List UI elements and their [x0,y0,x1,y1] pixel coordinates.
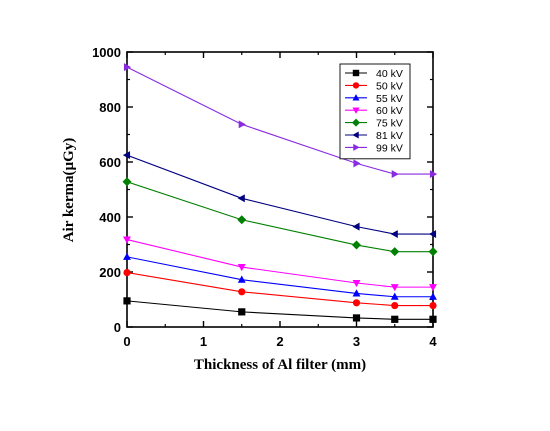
series-55-kv [123,252,437,300]
data-point [123,268,131,277]
data-point [122,151,131,160]
legend-marker [352,131,359,139]
data-point [390,284,399,292]
data-point [123,252,131,260]
series-line [126,181,433,253]
legend-label: 75 kV [376,118,403,130]
data-point [237,275,246,283]
data-point [238,288,246,296]
data-point [123,297,131,305]
y-tick-label: 600 [99,155,121,170]
data-point [123,236,131,244]
data-point [391,301,399,310]
x-tick-label: 3 [353,334,360,349]
x-tick-label: 4 [429,334,437,349]
y-tick-label: 400 [99,210,121,225]
series-line [126,154,433,235]
series-40-kv [123,297,437,323]
data-point [429,301,437,310]
data-point [391,315,399,323]
data-point [238,120,246,129]
data-point [237,194,245,203]
legend-label: 60 kV [376,105,403,117]
series-60-kv [123,236,437,292]
legend-label: 99 kV [376,142,403,154]
data-point [238,308,246,316]
y-tick-label: 0 [114,320,121,335]
legend-label: 40 kV [376,68,403,80]
series-99-kv [123,63,438,179]
data-point [391,170,399,179]
series-50-kv [123,268,437,310]
series-line [126,256,433,298]
legend-box [339,63,411,160]
y-tick-label: 200 [99,265,121,280]
legend-marker [352,82,360,89]
series-line [126,300,433,320]
data-point [237,263,246,272]
data-point [352,314,361,322]
series-81-kv [122,151,437,239]
data-point [352,279,361,288]
x-tick-label: 2 [276,334,283,349]
axes: 0 1 2 3 4 0 200 400 600 800 1000 [92,45,437,349]
legend-marker [352,69,360,77]
y-axis-title: Air kerma(µGy) [61,138,77,243]
data-point [237,215,247,225]
data-point [429,292,437,300]
data-point [353,159,361,168]
series-line [126,272,433,307]
legend-label: 81 kV [376,130,403,142]
data-point [428,247,438,257]
data-point [352,289,361,297]
data-point [390,292,399,300]
x-axis-title: Thickness of Al filter (mm) [194,357,366,373]
data-point [122,177,132,187]
data-point [429,170,438,179]
x-tick-label: 1 [200,334,207,349]
data-point [123,63,132,72]
data-point [390,247,400,257]
data-point [390,230,398,239]
x-tick-label: 0 [123,334,130,349]
data-point [428,230,437,239]
legend-marker [352,107,360,114]
series-layer [122,63,438,323]
y-tick-label: 800 [99,100,121,115]
legend-marker [353,143,360,151]
legend-marker [352,94,360,101]
data-point [352,240,361,250]
legend-label: 50 kV [376,80,403,92]
y-tick-label: 1000 [92,45,121,60]
data-point [429,315,437,323]
series-75-kv [122,177,438,257]
data-point [352,222,360,231]
legend-marker [352,118,360,127]
data-point [352,299,361,307]
data-point [429,284,437,292]
legend-label: 55 kV [376,93,403,105]
